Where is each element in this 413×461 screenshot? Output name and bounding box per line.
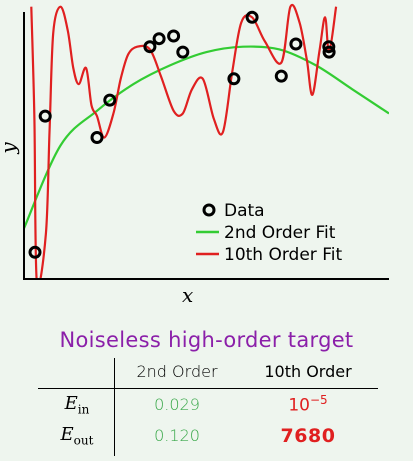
- data-point: [154, 34, 164, 44]
- y-axis-label: y: [0, 142, 20, 155]
- table-divider-horizontal: [38, 388, 378, 389]
- table-row-ein: Ein 0.029 10−5: [38, 389, 378, 420]
- legend-label: Data: [224, 201, 265, 221]
- data-point: [178, 47, 188, 57]
- eout-10th-value: 7680: [238, 425, 378, 447]
- header-2nd-order: 2nd Order: [116, 362, 238, 381]
- data-point: [276, 71, 286, 81]
- data-points: [30, 12, 334, 257]
- table-title: Noiseless high-order target: [0, 328, 413, 352]
- data-point: [40, 111, 50, 121]
- data-point: [92, 133, 102, 143]
- series-line-2nd-order-fit: [24, 47, 389, 229]
- table-header-row: 2nd Order 10th Order: [38, 356, 378, 387]
- data-point: [229, 74, 239, 84]
- legend-swatch-data: [204, 205, 214, 215]
- header-10th-order: 10th Order: [238, 362, 378, 381]
- table-divider-vertical: [114, 358, 115, 456]
- row-label-eout: Eout: [38, 424, 116, 448]
- legend-label: 10th Order Fit: [224, 245, 342, 265]
- data-point: [145, 42, 155, 52]
- table-row-eout: Eout 0.120 7680: [38, 420, 378, 451]
- data-point: [169, 31, 179, 41]
- row-label-ein: Ein: [38, 393, 116, 417]
- data-point: [291, 39, 301, 49]
- legend-label: 2nd Order Fit: [224, 223, 336, 243]
- x-axis-label: x: [182, 283, 193, 307]
- error-table: 2nd Order 10th Order Ein 0.029 10−5 Eout…: [38, 356, 378, 451]
- ein-10th-value: 10−5: [238, 393, 378, 415]
- ein-2nd-value: 0.029: [116, 395, 238, 414]
- eout-2nd-value: 0.120: [116, 426, 238, 445]
